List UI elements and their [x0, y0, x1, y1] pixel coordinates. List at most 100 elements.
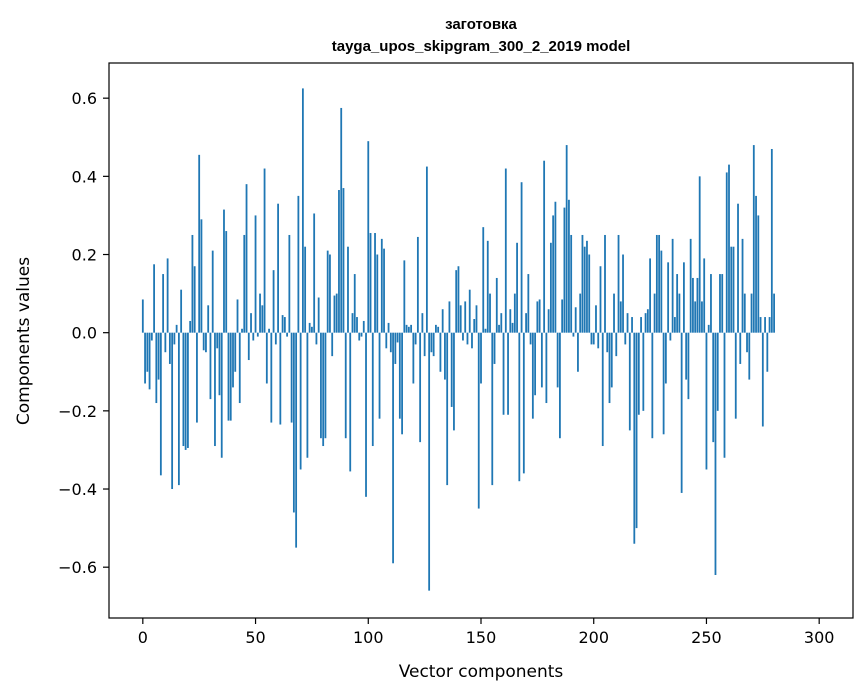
bar-90: [344, 332, 347, 439]
bar-56: [268, 328, 270, 333]
bar-160: [502, 332, 505, 415]
bar-92: [349, 332, 352, 472]
bar-15: [175, 324, 178, 333]
y-axis-label: Components values: [14, 257, 34, 425]
bar-96: [358, 332, 361, 341]
bar-256: [719, 274, 721, 333]
bar-178: [543, 160, 546, 333]
bar-102: [371, 332, 374, 447]
bar-139: [455, 270, 458, 333]
bar-176: [538, 299, 541, 333]
bar-194: [579, 293, 582, 333]
bar-275: [761, 332, 764, 427]
bar-36: [223, 209, 225, 333]
bar-202: [597, 332, 600, 349]
bar-260: [728, 164, 730, 333]
bar-8: [159, 332, 162, 476]
bar-279: [770, 148, 773, 333]
bar-16: [177, 332, 180, 486]
bar-111: [392, 332, 394, 564]
bar-188: [565, 145, 568, 333]
bar-3: [148, 332, 151, 390]
bar-34: [218, 332, 221, 396]
bar-125: [423, 332, 426, 357]
bar-39: [229, 332, 232, 421]
bar-270: [750, 293, 753, 333]
bar-196: [583, 246, 586, 333]
bar-49: [252, 332, 255, 341]
plot-frame: [108, 62, 854, 619]
bar-121: [414, 332, 417, 345]
bar-222: [642, 332, 645, 411]
bar-232: [664, 332, 667, 384]
bar-209: [613, 293, 615, 333]
bar-278: [768, 317, 771, 333]
bar-63: [283, 317, 286, 333]
bar-55: [265, 332, 268, 384]
bar-181: [549, 242, 552, 333]
bar-249: [703, 258, 706, 333]
bar-77: [315, 332, 318, 345]
bar-230: [660, 250, 663, 333]
bar-180: [547, 309, 550, 333]
bar-255: [716, 332, 719, 411]
bar-60: [277, 203, 279, 333]
bar-71: [301, 88, 304, 333]
bar-217: [631, 317, 633, 333]
x-tick-label: 250: [691, 628, 722, 647]
bar-183: [554, 201, 557, 333]
bar-258: [723, 332, 726, 458]
bar-80: [322, 332, 325, 447]
bar-242: [687, 332, 690, 400]
bar-246: [696, 277, 699, 333]
bar-165: [513, 293, 516, 333]
bar-225: [649, 258, 651, 333]
bar-170: [525, 313, 527, 333]
bar-218: [633, 332, 636, 544]
y-tick-label: 0.0: [72, 324, 97, 343]
x-tick-label: 150: [466, 628, 497, 647]
bar-243: [689, 238, 692, 333]
bar-204: [601, 332, 604, 447]
bar-151: [482, 227, 485, 333]
bar-174: [534, 332, 537, 396]
bar-51: [256, 332, 259, 337]
bar-237: [676, 274, 679, 333]
bar-251: [707, 324, 710, 333]
bar-149: [477, 332, 480, 509]
bar-20: [187, 332, 189, 448]
bar-73: [306, 332, 309, 458]
bar-66: [290, 332, 293, 423]
bar-206: [606, 332, 609, 353]
bar-220: [637, 332, 640, 415]
bar-250: [705, 332, 708, 470]
bar-24: [196, 332, 198, 423]
bar-200: [592, 332, 595, 345]
bar-203: [599, 266, 602, 333]
bar-253: [712, 332, 715, 443]
bar-5: [153, 264, 155, 333]
bar-130: [435, 324, 437, 333]
bar-28: [205, 332, 207, 353]
bar-158: [498, 324, 500, 333]
bar-128: [430, 332, 433, 353]
bar-35: [220, 332, 223, 458]
bar-74: [308, 322, 311, 333]
bar-169: [522, 332, 525, 474]
bar-239: [680, 332, 683, 493]
bar-274: [759, 317, 762, 333]
bar-221: [640, 317, 642, 333]
bar-267: [743, 293, 746, 333]
bar-131: [437, 326, 440, 333]
bar-18: [182, 332, 185, 447]
bar-27: [202, 332, 205, 351]
bar-88: [340, 107, 343, 333]
bar-277: [766, 332, 769, 372]
bar-57: [270, 332, 273, 423]
bar-1: [144, 332, 146, 384]
bar-4: [150, 332, 153, 341]
bar-120: [412, 332, 415, 384]
bar-25: [198, 154, 201, 333]
bar-113: [396, 332, 399, 343]
bar-172: [529, 332, 532, 345]
